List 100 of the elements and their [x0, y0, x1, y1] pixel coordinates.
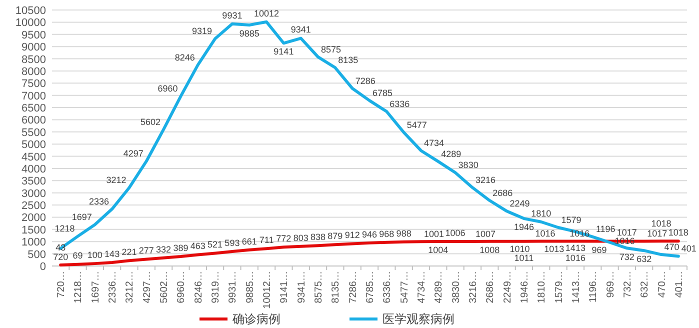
data-label: 661: [242, 236, 257, 246]
x-tick-label: 470…: [656, 271, 668, 298]
data-label: 401: [681, 244, 696, 254]
y-tick-label: 6000: [22, 114, 46, 127]
x-tick-label: 632…: [640, 271, 651, 298]
x-tick-label: 5477…: [399, 271, 410, 304]
data-label: 2249: [510, 198, 530, 209]
y-tick-label: 7000: [22, 90, 46, 102]
data-label: 521: [208, 240, 223, 250]
data-label: 1001: [424, 228, 444, 239]
y-tick-label: 3500: [22, 176, 46, 188]
x-tick-label: 2249…: [502, 271, 514, 304]
data-label: 968: [379, 228, 394, 239]
x-tick-label: 9341…: [296, 271, 308, 304]
data-label: 332: [156, 244, 172, 254]
data-label: 1010: [510, 244, 530, 254]
data-label: 1004: [428, 245, 448, 256]
data-label: 1011: [514, 252, 534, 263]
data-label: 732: [619, 252, 634, 262]
y-tick-label: 6500: [22, 102, 46, 115]
x-tick-label: 8246…: [193, 271, 204, 304]
x-tick-label: 7286…: [348, 271, 359, 304]
data-label: 1017: [616, 228, 637, 238]
data-label: 711: [259, 235, 274, 246]
data-label: 389: [173, 242, 188, 253]
data-label: 7286: [355, 76, 376, 86]
data-label: 772: [276, 234, 292, 244]
y-tick-label: 2500: [22, 200, 46, 212]
data-label: 1016: [565, 252, 586, 263]
x-tick-label: 1413…: [570, 271, 582, 304]
x-tick-label: 5602…: [159, 271, 170, 304]
data-label: 8246: [174, 52, 195, 62]
x-tick-label: 4289…: [434, 271, 445, 304]
x-tick-label: 4734…: [416, 271, 428, 304]
data-label: 9885: [239, 28, 260, 39]
data-label: 4297: [123, 148, 144, 159]
data-label: 1810: [531, 208, 552, 218]
data-label: 143: [104, 248, 120, 259]
x-tick-label: 1946…: [519, 271, 530, 304]
data-label: 221: [122, 247, 137, 258]
data-label: 1017: [647, 228, 668, 239]
data-label: 9319: [192, 26, 212, 36]
data-label: 1013: [544, 244, 564, 254]
data-label: 3216: [475, 174, 496, 185]
x-tick-label: 1810…: [536, 271, 548, 304]
data-label: 2686: [492, 188, 513, 198]
x-tick-label: 3830…: [450, 271, 462, 304]
x-tick-label: 9931…: [228, 271, 239, 304]
x-tick-label: 969…: [605, 271, 616, 298]
x-tick-label: 732…: [622, 271, 634, 298]
data-label: 720: [53, 252, 68, 262]
x-tick-label: 9319…: [210, 271, 222, 304]
data-label: 3212: [106, 175, 126, 186]
x-tick-label: 9141…: [279, 271, 290, 304]
data-label: 1946: [514, 222, 534, 232]
x-tick-label: 1579…: [554, 271, 565, 304]
x-tick-label: 9885…: [244, 271, 256, 304]
y-tick-label: 2000: [22, 212, 46, 224]
data-label: 9341: [290, 24, 311, 35]
data-label: 69: [72, 250, 83, 261]
data-label: 1413: [565, 243, 586, 254]
x-tick-label: 8135…: [330, 271, 342, 304]
y-tick-label: 9500: [22, 29, 46, 42]
data-label: 1697: [72, 212, 92, 222]
y-tick-label: 0: [40, 261, 46, 273]
x-tick-label: 2336…: [108, 271, 119, 304]
y-tick-label: 8000: [22, 66, 46, 78]
data-label: 5477: [406, 120, 427, 130]
data-label: 838: [310, 232, 326, 242]
y-tick-label: 5000: [22, 139, 46, 152]
legend-label: 医学观察病例: [382, 312, 454, 326]
data-label: 4289: [441, 148, 462, 159]
data-label: 277: [138, 246, 154, 256]
y-tick-label: 500: [28, 248, 46, 261]
data-label: 470: [664, 242, 680, 252]
y-tick-label: 1000: [22, 236, 46, 249]
data-label: 10012: [254, 8, 280, 18]
data-label: 8135: [338, 55, 358, 66]
data-label: 9931: [222, 10, 242, 20]
data-label: 946: [362, 229, 378, 240]
x-tick-label: 3216…: [468, 271, 479, 304]
data-label: 1018: [651, 218, 672, 229]
x-tick-label: 6960…: [176, 271, 188, 304]
x-tick-label: 1697…: [90, 271, 102, 304]
x-tick-label: 2686…: [485, 271, 496, 304]
x-tick-label: 6785…: [365, 271, 376, 304]
data-label: 4734: [424, 138, 444, 148]
x-tick-label: 10012…: [262, 271, 274, 309]
y-tick-label: 8500: [22, 54, 46, 66]
y-tick-label: 9000: [22, 42, 46, 54]
y-tick-label: 4500: [22, 151, 46, 164]
x-tick-label: 6336…: [382, 271, 394, 304]
x-tick-label: 720…: [56, 271, 68, 298]
data-label: 2336: [89, 196, 110, 206]
y-tick-label: 3000: [22, 188, 46, 200]
data-label: 463: [190, 241, 206, 252]
data-label: 1007: [475, 228, 496, 239]
data-label: 6785: [372, 88, 393, 98]
y-tick-label: 4000: [22, 163, 46, 176]
x-tick-label: 401…: [674, 271, 685, 298]
